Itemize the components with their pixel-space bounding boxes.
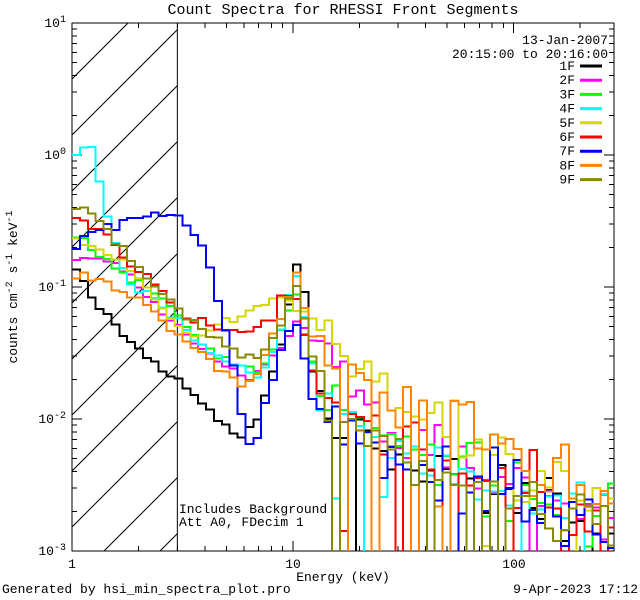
x-tick-label-10: 10: [285, 557, 301, 572]
plot-frame: [71, 22, 615, 552]
legend-label-3F: 3F: [559, 87, 575, 102]
legend-item-3F: 3F: [559, 87, 602, 102]
legend-label-1F: 1F: [559, 59, 575, 74]
series-5F-curve: [72, 237, 614, 551]
legend-item-5F: 5F: [559, 116, 602, 131]
series-6F-curve: [72, 217, 614, 551]
legend-item-8F: 8F: [559, 158, 602, 173]
series-9F-curve: [72, 206, 614, 551]
series-3F-curve: [72, 236, 614, 551]
series-8F-curve: [72, 271, 614, 551]
legend-item-9F: 9F: [559, 173, 602, 188]
legend-label-8F: 8F: [559, 158, 575, 173]
legend-label-4F: 4F: [559, 102, 575, 117]
x-axis-label: Energy (keV): [296, 570, 390, 585]
x-tick-label-100: 100: [502, 557, 525, 572]
note-attenuator-state: Att A0, FDecim 1: [179, 515, 304, 530]
legend-item-4F: 4F: [559, 102, 602, 117]
y-tick-label-10e-1: 10-1: [38, 279, 66, 295]
legend-item-6F: 6F: [559, 130, 602, 145]
legend-label-6F: 6F: [559, 130, 575, 145]
footer-generated-by: Generated by hsi_min_spectra_plot.pro: [2, 582, 291, 597]
legend-label-9F: 9F: [559, 173, 575, 188]
chart-title: Count Spectra for RHESSI Front Segments: [167, 2, 518, 19]
y-tick-label-10e-3: 10-3: [38, 543, 66, 559]
y-axis-tick-labels: 101 100 10-1 10-2 10-3 counts cm-2 s-1 keV-1: [5, 15, 66, 559]
observation-time-range: 20:15:00 to 20:16:00: [452, 47, 608, 62]
series-2F-curve: [72, 256, 614, 551]
observation-date: 13-Jan-2007: [522, 33, 608, 48]
y-tick-label-10e1: 101: [44, 15, 66, 31]
y-axis-label: counts cm-2 s-1 keV-1: [5, 210, 21, 363]
legend-label-7F: 7F: [559, 144, 575, 159]
footer-render-timestamp: 9-Apr-2023 17:12: [513, 582, 638, 597]
legend-label-5F: 5F: [559, 116, 575, 131]
series-7F-curve: [72, 211, 614, 551]
x-tick-label-1: 1: [68, 557, 76, 572]
legend-item-1F: 1F: [559, 59, 602, 74]
spectra-curves: [72, 145, 614, 551]
legend-label-2F: 2F: [559, 73, 575, 88]
y-tick-label-10e-2: 10-2: [38, 411, 66, 427]
note-includes-background: Includes Background: [179, 502, 327, 517]
series-4F-curve: [72, 145, 610, 551]
legend-item-7F: 7F: [559, 144, 602, 159]
series-1F-curve: [72, 263, 614, 551]
y-tick-label-10e0: 100: [44, 147, 66, 163]
legend-item-2F: 2F: [559, 73, 602, 88]
